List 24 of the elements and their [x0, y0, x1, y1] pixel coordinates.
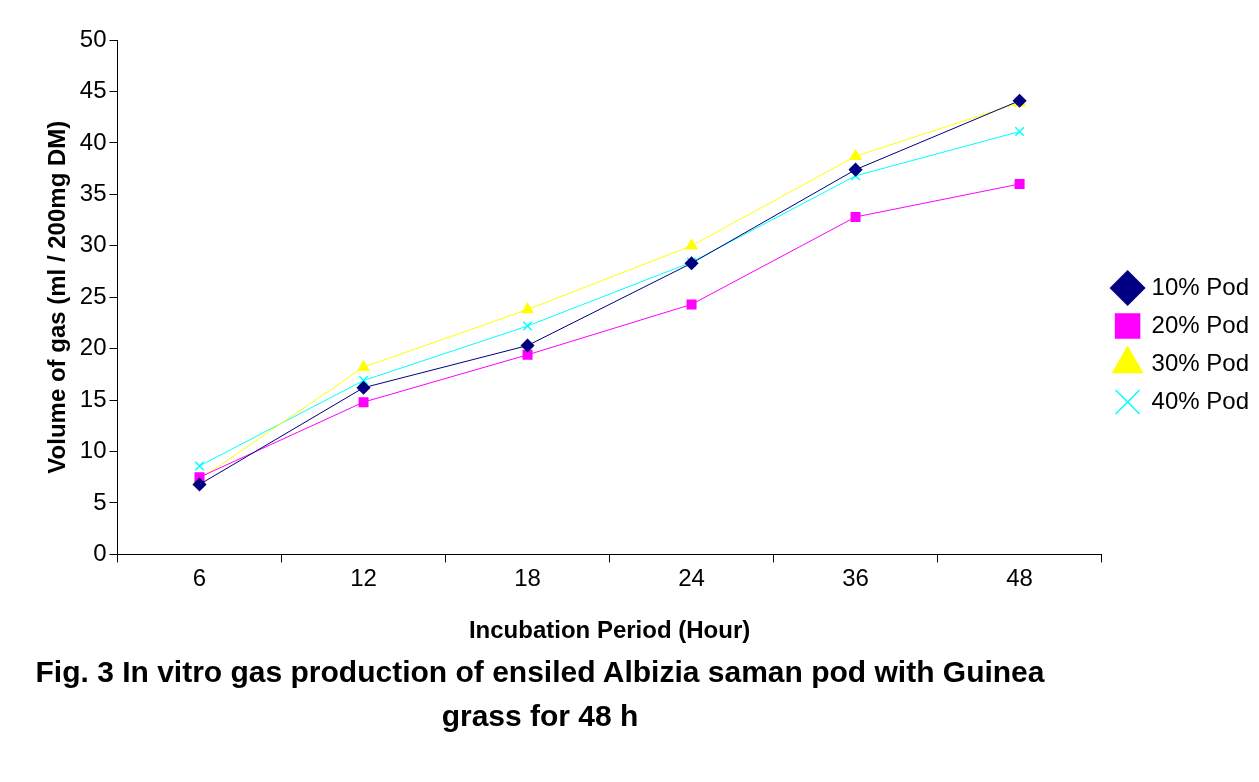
y-tick-label: 25 [79, 281, 107, 309]
x-tick-label: 18 [514, 564, 541, 592]
legend-label: 10% Pod [1151, 272, 1249, 300]
y-tick-label: 10 [79, 436, 107, 464]
y-tick-label: 50 [79, 24, 107, 52]
legend-label: 40% Pod [1151, 386, 1249, 414]
x-tick-label: 24 [678, 564, 705, 592]
x-tick-label: 6 [192, 564, 207, 592]
y-tick-label: 35 [79, 178, 107, 206]
x-tick-label: 36 [842, 564, 869, 592]
y-tick-label: 45 [79, 76, 107, 104]
x-axis-title: Incubation Period (Hour) [468, 616, 751, 644]
x-tick-label: 12 [350, 564, 377, 592]
text: Fig. 3 In vitro gas production of ensiled Albizia saman pod with Guinea grass for 48 h [34, 654, 1046, 734]
y-tick-label: 15 [79, 384, 107, 412]
legend-label: 30% Pod [1151, 348, 1249, 376]
y-tick-label: 40 [79, 127, 107, 155]
y-tick-label: 0 [93, 539, 107, 567]
y-tick-label: 30 [79, 230, 107, 258]
y-tick-label: 5 [93, 487, 107, 515]
y-axis-title: Volume of gas (ml / 200mg DM) [43, 120, 71, 474]
y-tick-label: 20 [79, 333, 107, 361]
x-tick-label: 48 [1006, 564, 1033, 592]
legend-label: 20% Pod [1151, 310, 1249, 338]
